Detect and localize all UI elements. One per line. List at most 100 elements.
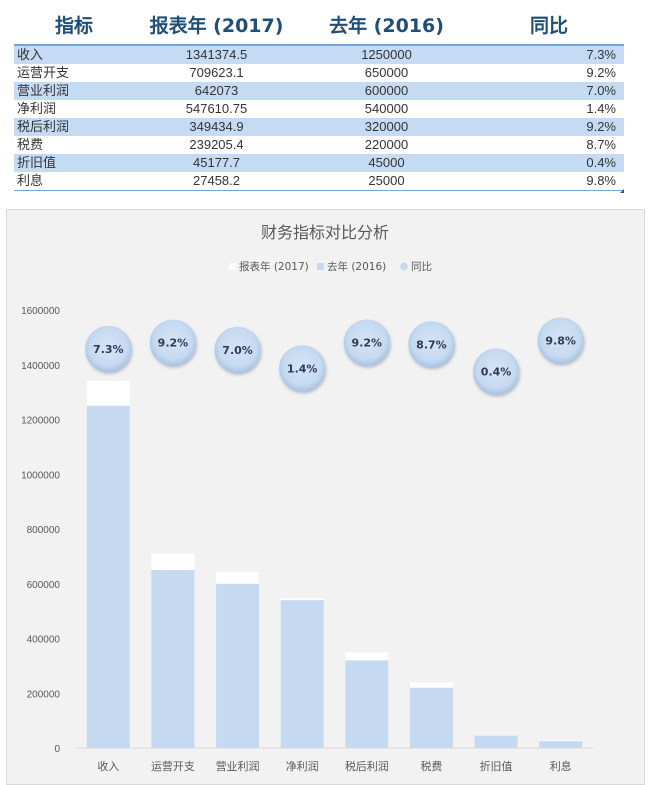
y-tick-label: 1000000 [21,470,60,481]
yoy-label-1: 9.2% [158,337,189,350]
yoy-bubble-6[interactable] [473,348,520,395]
row-yoy: 9.8% [474,172,624,191]
row-previous: 1250000 [299,45,474,64]
yoy-label-7: 9.8% [545,335,576,348]
yoy-bubble-5[interactable] [408,321,455,368]
x-tick-label: 运营开支 [151,759,195,773]
x-axis: 收入 运营开支 营业利润 净利润 税后利润 税费 折旧值 利息 [97,759,571,773]
yoy-label-6: 0.4% [481,366,512,379]
row-current: 1341374.5 [134,45,299,64]
row-current: 547610.75 [185,101,248,116]
x-tick-label: 营业利润 [216,759,260,773]
y-tick-label: 400000 [27,635,61,646]
header-current-year: 报表年 (2017) [134,4,299,46]
chart-title: 财务指标对比分析 [261,223,389,242]
y-tick-label: 600000 [27,580,61,591]
chart-legend[interactable]: 报表年 (2017) 去年 (2016) 同比 [229,260,432,273]
row-yoy: 7.3% [474,45,624,64]
legend-swatch-previous [317,263,324,270]
bar-chart: 财务指标对比分析 报表年 (2017) 去年 (2016) 同比 0 200000… [21,223,593,773]
table-resize-handle[interactable] [620,189,624,193]
row-name: 税后利润 [14,118,134,136]
bar-previous-5[interactable] [409,687,453,748]
y-tick-label: 1200000 [21,416,60,427]
table-row: 净利润 547610.75 540000 1.4% [14,100,624,118]
row-name: 利息 [14,172,134,191]
yoy-bubbles-group: 7.3% 9.2% 7.0% 1.4% 9.2% 8.7% 0.4% 9.8% [85,317,584,395]
row-current: 239205.4 [189,137,244,152]
legend-swatch-current [229,263,236,270]
x-tick-label: 折旧值 [480,759,513,773]
y-tick-label: 1600000 [21,306,60,317]
y-axis: 0 200000 400000 600000 800000 1000000 1200000 1… [21,306,60,755]
row-name: 折旧值 [14,154,134,172]
bar-previous-0[interactable] [86,405,130,748]
x-tick-label: 税费 [420,759,442,773]
table-header-row: 指标 报表年 (2017) 去年 (2016) 同比 [14,4,624,46]
row-previous: 320000 [299,118,474,136]
table-row: 折旧值 45177.7 45000 0.4% [14,154,624,172]
row-previous: 220000 [364,137,409,152]
row-previous: 25000 [299,172,474,191]
x-tick-label: 利息 [550,759,572,773]
row-yoy: 8.7% [586,137,616,152]
row-yoy: 9.2% [586,65,616,80]
row-yoy: 0.4% [474,154,624,172]
row-current: 349434.9 [134,118,299,136]
row-current: 642073 [134,82,299,100]
row-yoy: 1.4% [586,101,616,116]
row-previous: 650000 [364,65,409,80]
yoy-bubble-7[interactable] [537,317,584,364]
yoy-bubble-4[interactable] [343,319,390,366]
legend-label-yoy: 同比 [411,260,432,273]
bar-previous-1[interactable] [151,570,195,748]
yoy-label-0: 7.3% [93,343,124,356]
x-tick-label: 税后利润 [345,759,389,773]
bar-previous-6[interactable] [474,735,518,748]
header-yoy: 同比 [474,4,624,46]
legend-swatch-yoy [400,262,408,271]
row-current: 709623.1 [189,65,244,80]
bar-previous-4[interactable] [345,660,389,748]
bar-previous-3[interactable] [280,600,324,748]
row-yoy: 9.2% [474,118,624,136]
header-indicator: 指标 [14,4,134,46]
row-name: 营业利润 [14,82,134,100]
bars-group [86,380,583,748]
legend-label-previous: 去年 (2016) [327,260,386,273]
row-name: 税费 [17,137,44,152]
yoy-label-4: 9.2% [352,337,383,350]
metrics-table-container: 指标 报表年 (2017) 去年 (2016) 同比 收入 1341374.5 … [14,4,624,193]
yoy-label-2: 7.0% [222,344,253,357]
row-current: 27458.2 [134,172,299,191]
y-tick-label: 1400000 [21,361,60,372]
bar-previous-7[interactable] [539,741,583,748]
table-row: 利息 27458.2 25000 9.8% [14,172,624,191]
y-tick-label: 800000 [27,525,61,536]
table-row: 运营开支 709623.1 650000 9.2% [14,64,624,82]
row-name: 收入 [14,45,134,64]
yoy-bubble-3[interactable] [279,345,326,392]
x-tick-label: 收入 [97,759,119,773]
legend-label-current: 报表年 (2017) [239,260,309,273]
chart-area[interactable]: 财务指标对比分析 报表年 (2017) 去年 (2016) 同比 0 200000… [6,209,645,785]
table-row: 税后利润 349434.9 320000 9.2% [14,118,624,136]
yoy-bubble-1[interactable] [149,319,196,366]
x-tick-label: 净利润 [286,759,319,773]
yoy-label-3: 1.4% [287,362,318,375]
metrics-table: 指标 报表年 (2017) 去年 (2016) 同比 收入 1341374.5 … [14,4,624,191]
yoy-bubble-2[interactable] [214,326,261,373]
bar-previous-2[interactable] [216,583,260,748]
row-previous: 45000 [299,154,474,172]
table-row: 营业利润 642073 600000 7.0% [14,82,624,100]
row-previous: 600000 [299,82,474,100]
table-row: 收入 1341374.5 1250000 7.3% [14,45,624,64]
header-previous-year: 去年 (2016) [299,4,474,46]
row-yoy: 7.0% [474,82,624,100]
y-tick-label: 200000 [27,689,61,700]
table-row: 税费 239205.4 220000 8.7% [14,136,624,154]
yoy-label-5: 8.7% [416,338,447,351]
row-name: 运营开支 [17,65,70,80]
y-tick-label: 0 [54,744,60,755]
yoy-bubble-0[interactable] [85,325,132,372]
